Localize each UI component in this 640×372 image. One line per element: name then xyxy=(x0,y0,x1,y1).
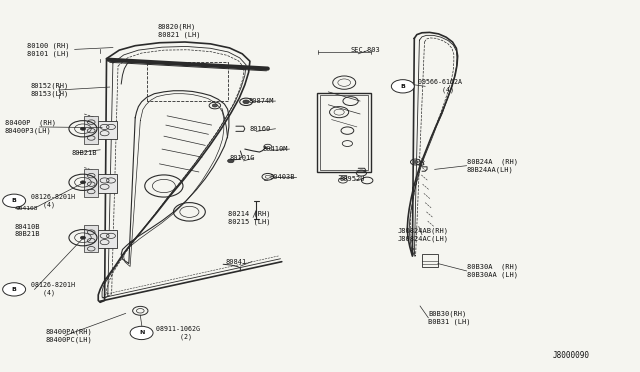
Text: 904108: 904108 xyxy=(15,206,38,211)
Bar xyxy=(84,225,99,253)
Bar xyxy=(99,174,117,193)
Text: 08126-8201H
    (4): 08126-8201H (4) xyxy=(27,194,75,208)
Text: N: N xyxy=(139,330,144,336)
Text: 80100 (RH)
80101 (LH): 80100 (RH) 80101 (LH) xyxy=(27,42,69,57)
Circle shape xyxy=(130,326,153,340)
Text: 80400P  (RH)
80400P3(LH): 80400P (RH) 80400P3(LH) xyxy=(4,120,56,134)
Circle shape xyxy=(3,194,26,208)
Text: 80952U: 80952U xyxy=(339,176,365,182)
Circle shape xyxy=(212,104,218,107)
Bar xyxy=(422,254,438,267)
Text: 80403B: 80403B xyxy=(269,174,294,180)
Text: 80410M: 80410M xyxy=(262,146,288,152)
Circle shape xyxy=(413,161,418,163)
Text: B0B30(RH)
B0B31 (LH): B0B30(RH) B0B31 (LH) xyxy=(428,311,471,325)
Circle shape xyxy=(403,83,408,86)
Bar xyxy=(99,121,117,139)
Text: 80874M: 80874M xyxy=(248,98,274,104)
Circle shape xyxy=(3,283,26,296)
Text: 08126-8201H
    (4): 08126-8201H (4) xyxy=(27,282,75,296)
Text: J8000090: J8000090 xyxy=(552,351,589,360)
Bar xyxy=(99,230,117,248)
Text: 80400PA(RH)
80400PC(LH): 80400PA(RH) 80400PC(LH) xyxy=(46,328,93,343)
Text: J80824AB(RH)
J80824AC(LH): J80824AB(RH) J80824AC(LH) xyxy=(397,228,449,242)
Bar xyxy=(317,93,371,172)
Text: SEC.803: SEC.803 xyxy=(351,48,380,54)
Circle shape xyxy=(81,181,86,184)
Bar xyxy=(84,116,99,144)
Text: 80B24A  (RH)
80B24AA(LH): 80B24A (RH) 80B24AA(LH) xyxy=(467,158,518,173)
Bar xyxy=(320,94,368,170)
Text: B: B xyxy=(12,287,17,292)
Circle shape xyxy=(81,236,86,239)
Text: B: B xyxy=(401,84,405,89)
Text: 09566-6162A
       (4): 09566-6162A (4) xyxy=(414,79,462,93)
Text: 80152(RH)
80153(LH): 80152(RH) 80153(LH) xyxy=(30,83,68,97)
Circle shape xyxy=(228,159,234,163)
Text: 80410B
80B21B: 80410B 80B21B xyxy=(14,224,40,237)
Text: 80B21B: 80B21B xyxy=(72,150,97,156)
Text: 80841: 80841 xyxy=(226,259,247,265)
Text: 80160: 80160 xyxy=(250,126,271,132)
Circle shape xyxy=(243,100,249,104)
Text: 80214 (RH)
80215 (LH): 80214 (RH) 80215 (LH) xyxy=(228,210,270,225)
Text: 80101G: 80101G xyxy=(230,155,255,161)
Bar xyxy=(84,169,99,197)
Text: B: B xyxy=(12,198,17,203)
Text: 08911-1062G
       (2): 08911-1062G (2) xyxy=(152,326,200,340)
Circle shape xyxy=(392,80,414,93)
Text: 80820(RH)
80821 (LH): 80820(RH) 80821 (LH) xyxy=(157,24,200,38)
Text: 80B30A  (RH)
80B30AA (LH): 80B30A (RH) 80B30AA (LH) xyxy=(467,264,518,278)
Circle shape xyxy=(81,127,86,130)
